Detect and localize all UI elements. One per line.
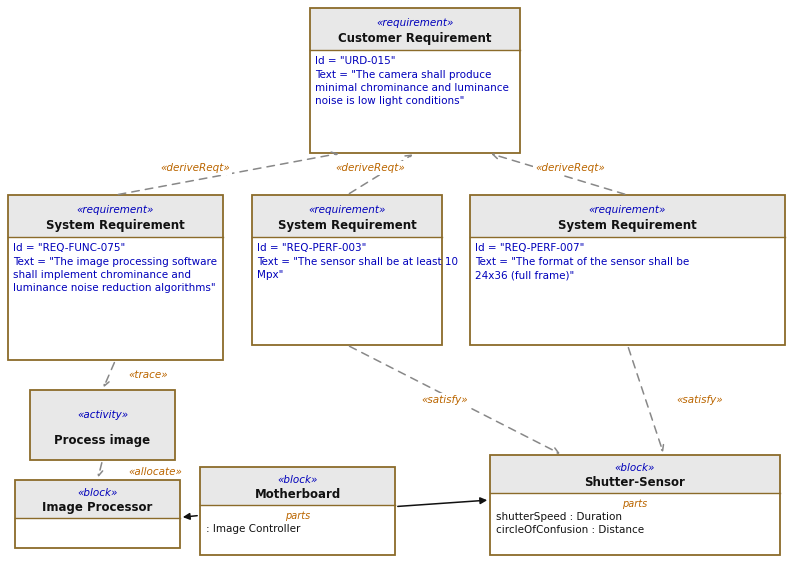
Text: System Requirement: System Requirement [278,219,416,232]
Bar [8,195,223,360]
Text: «block»: «block» [615,463,655,473]
Text: noise is low light conditions": noise is low light conditions" [315,96,464,106]
Text: «satisfy»: «satisfy» [676,395,723,405]
Text: parts: parts [622,499,648,509]
Text: «allocate»: «allocate» [128,467,182,477]
Text: «requirement»: «requirement» [308,205,386,215]
Bar [490,455,780,555]
Bar [470,195,785,345]
Text: Id = "REQ-PERF-003": Id = "REQ-PERF-003" [257,243,366,253]
Text: Process image: Process image [55,434,151,447]
Text: Id = "URD-015": Id = "URD-015" [315,56,395,66]
Bar [470,195,785,345]
Bar [15,518,180,548]
Bar [15,480,180,518]
Text: Text = "The camera shall produce: Text = "The camera shall produce [315,70,491,80]
Bar [200,467,395,555]
Bar [8,195,223,237]
Text: Text = "The image processing software: Text = "The image processing software [13,257,217,267]
Bar [30,390,175,460]
Text: «requirement»: «requirement» [77,205,154,215]
Text: Id = "REQ-FUNC-075": Id = "REQ-FUNC-075" [13,243,125,253]
Text: minimal chrominance and luminance: minimal chrominance and luminance [315,83,509,93]
Text: «block»: «block» [77,488,118,498]
Bar [470,195,785,237]
Text: «requirement»: «requirement» [376,18,453,27]
Bar [252,195,442,237]
Bar [200,505,395,555]
Text: System Requirement: System Requirement [558,219,697,232]
Bar [490,455,780,493]
Bar [252,195,442,345]
Text: Text = "The sensor shall be at least 10: Text = "The sensor shall be at least 10 [257,257,458,267]
Text: Image Processor: Image Processor [42,501,152,514]
Text: «satisfy»: «satisfy» [422,395,468,405]
Bar [310,8,520,50]
Text: «requirement»: «requirement» [589,205,666,215]
Bar [15,480,180,548]
Text: Text = "The format of the sensor shall be: Text = "The format of the sensor shall b… [475,257,689,267]
Text: «block»: «block» [277,475,318,485]
Bar [470,237,785,345]
Bar [30,390,175,460]
Text: : Image Controller: : Image Controller [206,524,300,534]
Text: System Requirement: System Requirement [46,219,185,232]
Text: Customer Requirement: Customer Requirement [338,32,491,45]
Text: Id = "REQ-PERF-007": Id = "REQ-PERF-007" [475,243,584,253]
Bar [252,237,442,345]
Text: 24x36 (full frame)": 24x36 (full frame)" [475,270,574,280]
Bar [252,195,442,345]
Bar [8,237,223,360]
Text: «activity»: «activity» [77,410,128,420]
Bar [15,480,180,548]
Text: «deriveReqt»: «deriveReqt» [535,163,605,173]
Bar [310,50,520,153]
Text: «trace»: «trace» [128,370,168,380]
Bar [30,390,175,460]
Bar [8,195,223,360]
Text: Mpx": Mpx" [257,270,283,280]
Text: shall implement chrominance and: shall implement chrominance and [13,270,191,280]
Bar [310,8,520,153]
Text: Shutter-Sensor: Shutter-Sensor [584,476,685,489]
Bar [310,8,520,153]
Text: luminance noise reduction algorithms": luminance noise reduction algorithms" [13,283,216,293]
Text: «deriveReqt»: «deriveReqt» [335,163,405,173]
Text: shutterSpeed : Duration: shutterSpeed : Duration [496,512,622,522]
Bar [200,467,395,505]
Text: parts: parts [285,511,310,521]
Bar [490,493,780,555]
Text: circleOfConfusion : Distance: circleOfConfusion : Distance [496,525,644,535]
Bar [200,467,395,555]
Text: «deriveReqt»: «deriveReqt» [160,163,230,173]
Text: Motherboard: Motherboard [254,488,341,501]
Bar [490,455,780,555]
